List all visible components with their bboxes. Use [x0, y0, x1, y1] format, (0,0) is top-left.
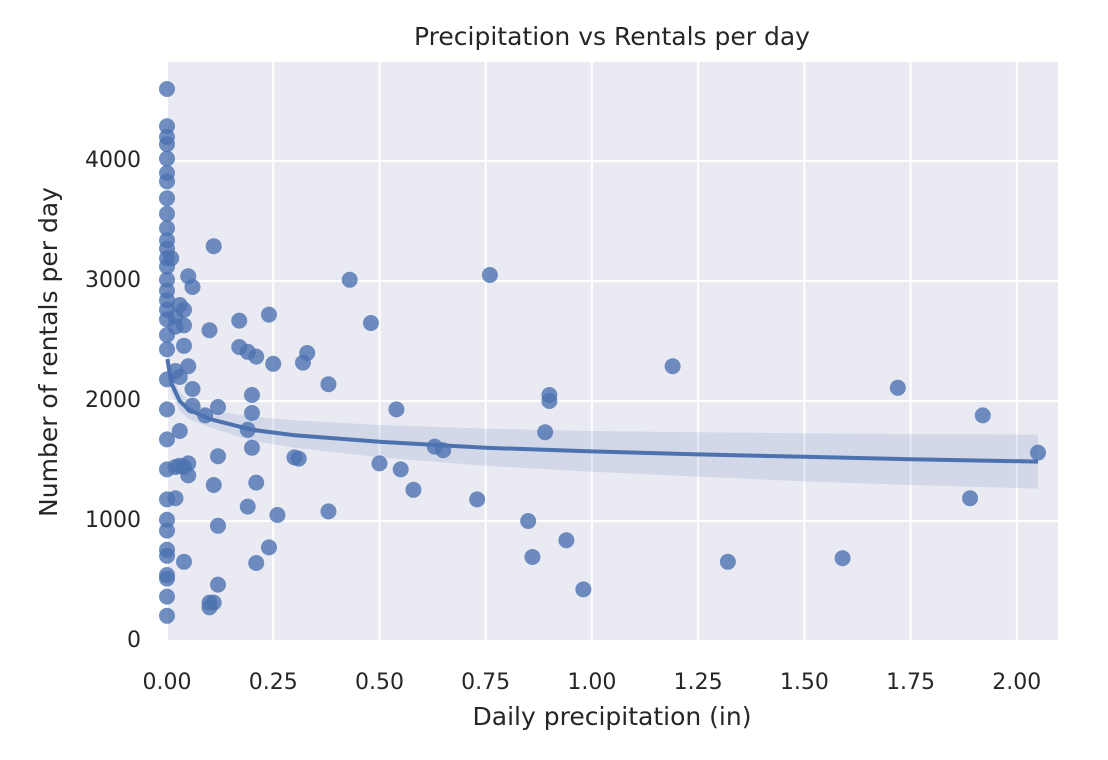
y-tick-label: 1000: [85, 508, 141, 533]
point: [159, 150, 175, 167]
point: [205, 238, 222, 255]
point: [834, 550, 851, 567]
point: [180, 455, 197, 472]
fit-line: [165, 358, 1039, 464]
point: [209, 448, 226, 465]
point: [159, 81, 175, 97]
point: [184, 381, 201, 397]
point: [243, 439, 260, 456]
point: [171, 369, 188, 385]
point: [209, 399, 226, 415]
point: [159, 220, 175, 237]
point: [159, 190, 175, 207]
point: [320, 376, 337, 393]
point: [180, 467, 197, 484]
point: [175, 301, 192, 318]
point: [175, 553, 192, 570]
point: [575, 581, 592, 598]
x-tick-label: 1.00: [567, 670, 616, 695]
point: [209, 517, 226, 534]
x-tick-label: 0.25: [249, 670, 298, 695]
point: [159, 136, 175, 153]
point: [469, 491, 486, 508]
point: [974, 407, 991, 424]
point: [362, 315, 379, 331]
y-tick-label: 3000: [85, 268, 141, 293]
point: [388, 401, 405, 418]
point: [889, 379, 906, 396]
point: [175, 317, 192, 334]
point: [180, 358, 197, 375]
point: [159, 522, 175, 539]
x-axis-label: Daily precipitation (in): [473, 702, 752, 731]
point: [159, 205, 175, 222]
point: [481, 267, 498, 283]
y-tick-label: 2000: [85, 388, 141, 413]
y-tick-label: 0: [127, 628, 141, 653]
point: [239, 498, 256, 515]
point: [163, 250, 180, 267]
point: [159, 341, 175, 358]
point: [205, 594, 222, 611]
point: [299, 345, 316, 361]
point: [209, 576, 226, 593]
point: [159, 401, 175, 418]
point: [392, 461, 409, 478]
point: [243, 405, 260, 421]
point: [175, 337, 192, 354]
point: [184, 279, 201, 295]
point: [159, 173, 175, 190]
point: [248, 555, 265, 571]
point: [243, 387, 260, 403]
point: [664, 358, 681, 375]
point: [167, 490, 184, 507]
x-tick-label: 0.75: [461, 670, 510, 695]
point: [159, 607, 175, 624]
y-axis-label: Number of rentals per day: [34, 187, 63, 517]
point: [962, 490, 979, 507]
x-tick-label: 0.00: [143, 670, 192, 695]
x-tick-label: 2.00: [992, 670, 1041, 695]
point: [371, 455, 388, 472]
confidence-band: [167, 353, 1039, 489]
point: [341, 271, 358, 288]
point: [405, 481, 422, 498]
point: [558, 532, 575, 549]
point: [159, 431, 175, 448]
point: [159, 570, 175, 587]
point: [520, 513, 537, 529]
point: [524, 549, 541, 565]
x-tick-label: 1.25: [674, 670, 723, 695]
point: [537, 424, 554, 441]
point: [201, 322, 218, 339]
x-tick-label: 0.50: [355, 670, 404, 695]
point: [290, 450, 307, 467]
point: [248, 474, 265, 491]
point: [1030, 444, 1047, 461]
y-tick-label: 4000: [85, 148, 141, 173]
point: [265, 355, 282, 372]
chart-title: Precipitation vs Rentals per day: [414, 22, 810, 51]
point: [269, 507, 286, 523]
point: [260, 306, 277, 323]
x-tick-label: 1.50: [780, 670, 829, 695]
point: [171, 423, 188, 439]
point: [719, 553, 736, 570]
plot-area: [167, 62, 1058, 641]
point: [159, 588, 175, 605]
point: [260, 539, 277, 556]
point: [159, 547, 175, 564]
point: [320, 503, 337, 520]
point: [231, 312, 248, 329]
point: [248, 348, 265, 365]
point: [205, 477, 222, 493]
point: [541, 393, 558, 409]
x-tick-label: 1.75: [886, 670, 935, 695]
